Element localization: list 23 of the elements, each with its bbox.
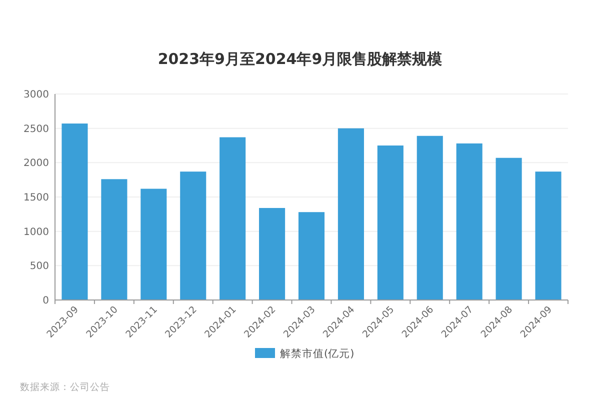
bar bbox=[101, 179, 128, 300]
bar bbox=[456, 143, 482, 300]
bar bbox=[259, 208, 286, 300]
y-tick-label: 1000 bbox=[24, 226, 49, 238]
y-tick-label: 2000 bbox=[24, 158, 49, 170]
y-tick-label: 500 bbox=[30, 261, 49, 272]
bar bbox=[377, 146, 404, 300]
bar bbox=[140, 188, 167, 300]
bar bbox=[416, 136, 443, 300]
y-tick-label: 2500 bbox=[24, 124, 49, 135]
bar bbox=[220, 137, 246, 300]
source-note: 数据来源：公司公告 bbox=[20, 381, 110, 393]
legend-label: 解禁市值(亿元) bbox=[280, 347, 354, 360]
bar bbox=[180, 172, 206, 300]
y-tick-label: 0 bbox=[42, 296, 49, 306]
bar bbox=[338, 128, 364, 300]
bar bbox=[62, 124, 88, 300]
y-tick-label: 1500 bbox=[24, 192, 49, 204]
chart-title: 2023年9月至2024年9月限售股解禁规模 bbox=[158, 50, 444, 68]
bar bbox=[535, 172, 562, 300]
y-tick-label: 3000 bbox=[24, 90, 49, 100]
bar bbox=[298, 212, 325, 300]
bar bbox=[496, 158, 522, 300]
